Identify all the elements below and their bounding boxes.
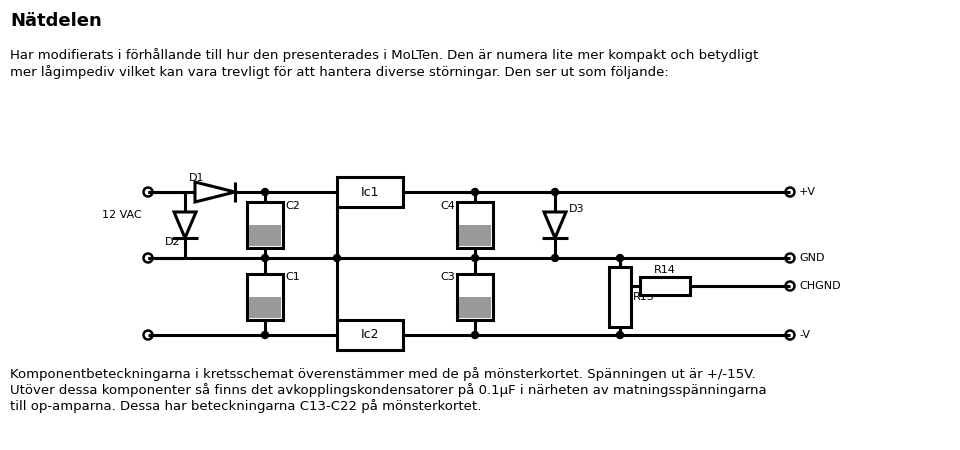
Text: GND: GND	[799, 253, 825, 263]
Bar	[457, 274, 493, 319]
Bar	[337, 320, 403, 350]
Text: C1: C1	[285, 273, 300, 283]
Text: Har modifierats i förhållande till hur den presenterades i MoLTen. Den är numera: Har modifierats i förhållande till hur d…	[10, 48, 758, 62]
Text: Ic2: Ic2	[361, 328, 379, 342]
Circle shape	[551, 255, 559, 261]
Circle shape	[261, 332, 269, 338]
Polygon shape	[174, 212, 196, 238]
Text: mer lågimpediv vilket kan vara trevligt för att hantera diverse störningar. Den : mer lågimpediv vilket kan vara trevligt …	[10, 65, 669, 79]
Bar	[337, 177, 403, 207]
Circle shape	[471, 189, 478, 195]
Text: C2: C2	[285, 201, 300, 211]
Text: Utöver dessa komponenter så finns det avkopplingskondensatorer på 0.1μF i närhet: Utöver dessa komponenter så finns det av…	[10, 383, 767, 397]
Text: CHGND: CHGND	[799, 281, 841, 291]
Bar	[640, 277, 690, 295]
Text: Nätdelen: Nätdelen	[10, 12, 102, 30]
Text: -V: -V	[799, 330, 810, 340]
Bar	[249, 297, 281, 318]
Bar	[457, 202, 493, 248]
Circle shape	[471, 255, 478, 261]
Text: D3: D3	[569, 204, 585, 214]
Circle shape	[471, 332, 478, 338]
Text: till op-amparna. Dessa har beteckningarna C13-C22 på mönsterkortet.: till op-amparna. Dessa har beteckningarn…	[10, 399, 481, 413]
Bar	[249, 225, 281, 246]
Bar	[247, 274, 283, 319]
Text: R13: R13	[633, 292, 655, 302]
Bar	[459, 225, 491, 246]
Bar	[247, 202, 283, 248]
Text: Ic1: Ic1	[361, 185, 379, 198]
Text: C3: C3	[441, 273, 455, 283]
Text: 12 VAC: 12 VAC	[103, 210, 142, 220]
Text: D2: D2	[164, 237, 180, 247]
Text: +V: +V	[799, 187, 816, 197]
Circle shape	[616, 255, 623, 261]
Circle shape	[261, 255, 269, 261]
Polygon shape	[544, 212, 566, 238]
Text: R14: R14	[654, 265, 676, 275]
Circle shape	[616, 332, 623, 338]
Text: C4: C4	[440, 201, 455, 211]
Circle shape	[551, 189, 559, 195]
Text: D1: D1	[189, 173, 204, 183]
Polygon shape	[195, 182, 235, 202]
Text: Komponentbeteckningarna i kretsschemat överenstämmer med de på mönsterkortet. Sp: Komponentbeteckningarna i kretsschemat ö…	[10, 367, 756, 381]
Circle shape	[261, 189, 269, 195]
Circle shape	[333, 255, 341, 261]
Bar	[609, 266, 631, 327]
Bar	[459, 297, 491, 318]
